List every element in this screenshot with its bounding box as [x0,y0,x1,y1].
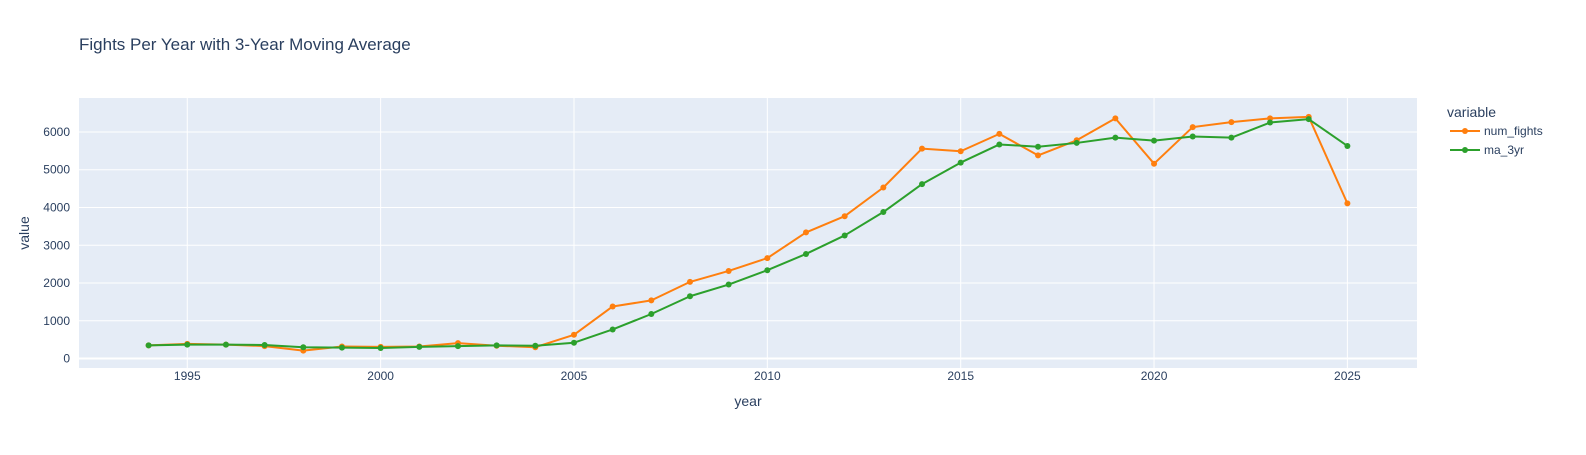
data-point-ma_3yr[interactable] [841,232,848,239]
data-point-ma_3yr[interactable] [1305,116,1312,123]
data-point-ma_3yr[interactable] [957,159,964,166]
x-tick-label: 2005 [561,369,588,383]
legend[interactable]: variable num_fights ma_3yr [1447,104,1543,157]
data-point-num_fights[interactable] [1267,115,1274,122]
data-point-ma_3yr[interactable] [1228,134,1235,141]
data-point-ma_3yr[interactable] [1267,119,1274,126]
series-layer [145,113,1351,354]
data-point-ma_3yr[interactable] [1073,139,1080,146]
data-point-ma_3yr[interactable] [1151,137,1158,144]
data-point-num_fights[interactable] [609,303,616,310]
data-point-ma_3yr[interactable] [725,281,732,288]
data-point-ma_3yr[interactable] [1112,134,1119,141]
data-point-ma_3yr[interactable] [493,342,500,349]
data-point-num_fights[interactable] [996,130,1003,137]
data-point-num_fights[interactable] [957,148,964,155]
y-tick-label: 1000 [43,314,70,328]
data-point-ma_3yr[interactable] [1035,143,1042,150]
data-point-ma_3yr[interactable] [570,339,577,346]
y-tick-label: 2000 [43,276,70,290]
data-point-num_fights[interactable] [725,267,732,274]
data-point-num_fights[interactable] [570,331,577,338]
data-point-ma_3yr[interactable] [338,344,345,351]
x-tick-label: 2000 [367,369,394,383]
data-point-ma_3yr[interactable] [764,267,771,274]
legend-label: num_fights [1484,124,1543,138]
y-tick-label: 0 [63,352,70,366]
chart-title: Fights Per Year with 3-Year Moving Avera… [79,35,411,54]
data-point-num_fights[interactable] [880,184,887,191]
data-point-num_fights[interactable] [919,145,926,152]
series-ma_3yr [145,116,1351,351]
x-axis-title: year [734,393,762,409]
legend-marker-swatch [1462,147,1468,153]
data-point-num_fights[interactable] [1112,115,1119,122]
data-point-ma_3yr[interactable] [803,250,810,257]
data-point-ma_3yr[interactable] [145,342,152,349]
x-tick-label: 1995 [174,369,201,383]
data-point-ma_3yr[interactable] [1189,133,1196,140]
data-point-ma_3yr[interactable] [996,141,1003,148]
data-point-num_fights[interactable] [1228,119,1235,126]
data-point-num_fights[interactable] [803,229,810,236]
legend-label: ma_3yr [1484,143,1524,157]
data-point-ma_3yr[interactable] [532,342,539,349]
data-point-ma_3yr[interactable] [300,344,307,351]
tick-labels: 1995 2000 2005 2010 2015 2020 2025 0 1000 2000 300… [43,125,1361,383]
data-point-ma_3yr[interactable] [919,181,926,188]
legend-title: variable [1447,104,1496,120]
data-point-ma_3yr[interactable] [686,293,693,300]
y-axis-title: value [16,216,32,250]
data-point-ma_3yr[interactable] [609,326,616,333]
data-point-ma_3yr[interactable] [184,341,191,348]
y-tick-label: 5000 [43,163,70,177]
data-point-ma_3yr[interactable] [1344,142,1351,149]
data-point-ma_3yr[interactable] [454,343,461,350]
legend-item-ma_3yr[interactable]: ma_3yr [1450,143,1524,157]
data-point-num_fights[interactable] [1035,152,1042,159]
x-tick-label: 2025 [1334,369,1361,383]
data-point-ma_3yr[interactable] [261,341,268,348]
data-point-num_fights[interactable] [1151,160,1158,167]
data-point-num_fights[interactable] [686,278,693,285]
data-point-num_fights[interactable] [1189,124,1196,131]
data-point-ma_3yr[interactable] [416,343,423,350]
data-point-num_fights[interactable] [764,255,771,262]
data-point-ma_3yr[interactable] [222,341,229,348]
x-tick-label: 2020 [1141,369,1168,383]
data-point-num_fights[interactable] [1344,200,1351,207]
data-point-ma_3yr[interactable] [880,209,887,216]
legend-item-num_fights[interactable]: num_fights [1450,124,1543,138]
data-point-num_fights[interactable] [648,297,655,304]
data-point-num_fights[interactable] [841,213,848,220]
series-line-ma_3yr [148,118,1348,349]
legend-marker-swatch [1462,128,1468,134]
plot-background [79,98,1417,368]
x-tick-label: 2015 [947,369,974,383]
x-tick-label: 2010 [754,369,781,383]
data-point-ma_3yr[interactable] [377,344,384,351]
y-tick-label: 6000 [43,125,70,139]
data-point-ma_3yr[interactable] [648,311,655,317]
series-line-num_fights [148,115,1349,352]
y-tick-label: 3000 [43,238,70,252]
y-tick-label: 4000 [43,201,70,215]
